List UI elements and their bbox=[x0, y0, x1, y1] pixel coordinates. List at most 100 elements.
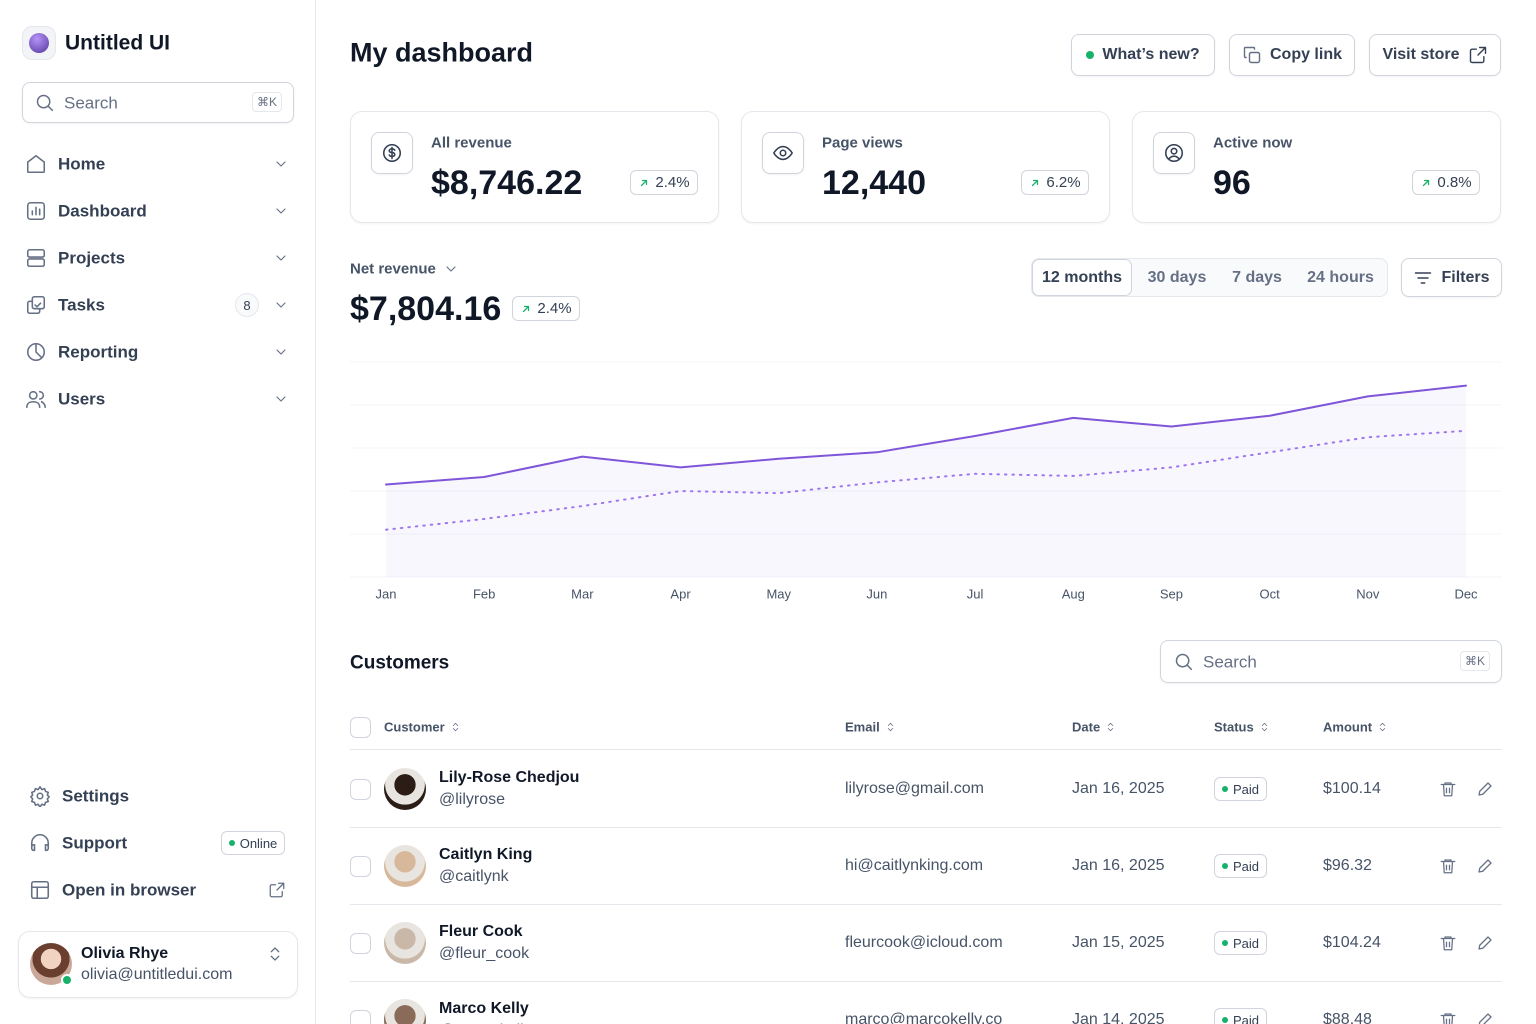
x-tick-label: Nov bbox=[1356, 586, 1380, 601]
customer-name: Marco Kelly bbox=[439, 1000, 529, 1017]
up-arrow bbox=[1032, 179, 1039, 186]
nav-label: Projects bbox=[58, 248, 126, 268]
column-header[interactable]: Amount bbox=[1323, 721, 1388, 734]
delete-icon[interactable] bbox=[1439, 1011, 1457, 1024]
x-tick-label: Apr bbox=[670, 586, 691, 601]
column-header[interactable]: Customer bbox=[384, 721, 461, 734]
row-checkbox[interactable] bbox=[350, 779, 371, 800]
edit-icon[interactable] bbox=[1476, 1011, 1494, 1024]
up-arrow bbox=[641, 179, 648, 186]
stat-label: Active now bbox=[1213, 134, 1293, 152]
header-button[interactable]: What’s new? bbox=[1071, 34, 1215, 76]
nav-icon bbox=[30, 786, 50, 807]
select-all[interactable] bbox=[350, 717, 371, 738]
range-tab[interactable]: 30 days bbox=[1147, 268, 1207, 286]
stat-card bbox=[1132, 111, 1501, 223]
status-text: Paid bbox=[1232, 781, 1260, 797]
row-checkbox[interactable] bbox=[350, 856, 371, 877]
user-card bbox=[18, 931, 298, 998]
range-tab[interactable]: 12 months bbox=[1032, 259, 1132, 296]
edit-icon[interactable] bbox=[1476, 780, 1494, 798]
delete-icon[interactable] bbox=[1439, 934, 1457, 952]
series-line bbox=[385, 429, 1467, 531]
brand: Untitled UI bbox=[65, 31, 170, 55]
status-dot bbox=[1221, 940, 1228, 946]
search-placeholder: Search bbox=[64, 93, 118, 113]
change-text: 6.2% bbox=[1046, 174, 1081, 191]
nav-icon bbox=[26, 295, 46, 315]
edit-icon[interactable] bbox=[1476, 934, 1494, 952]
nav-icon bbox=[26, 154, 46, 174]
chevron bbox=[276, 255, 286, 261]
logo-mark bbox=[29, 33, 49, 53]
column-header[interactable]: Email bbox=[845, 721, 896, 734]
nav-label: Home bbox=[58, 154, 106, 174]
customer-handle: @marcokelly bbox=[439, 1023, 532, 1024]
chevron bbox=[276, 349, 286, 355]
sort-icon bbox=[887, 722, 893, 732]
nav-item[interactable] bbox=[18, 776, 298, 816]
chevron bbox=[276, 302, 286, 308]
search-box[interactable] bbox=[22, 82, 294, 123]
copy-icon bbox=[1243, 46, 1261, 64]
nav-label: Users bbox=[58, 389, 106, 409]
range-tab[interactable]: 7 days bbox=[1232, 268, 1282, 286]
green-dot bbox=[1086, 51, 1095, 59]
status-dot bbox=[1221, 786, 1228, 792]
stat-icon bbox=[382, 143, 402, 163]
status-dot bbox=[1221, 1017, 1228, 1023]
x-tick-label: Jun bbox=[866, 586, 887, 601]
x-tick-label: Aug bbox=[1062, 586, 1085, 601]
customer-date: Jan 16, 2025 bbox=[1072, 857, 1165, 874]
x-tick-label: Mar bbox=[571, 586, 594, 601]
sort-icon bbox=[1108, 722, 1114, 732]
status-text: Paid bbox=[1232, 935, 1260, 951]
delete-icon[interactable] bbox=[1439, 780, 1457, 798]
sidebar bbox=[0, 0, 316, 1024]
revenue-chart: Jan Feb Mar Apr May Jun Jul Aug Sep Oct Nov Dec bbox=[350, 361, 1502, 601]
nav-label: Reporting bbox=[58, 342, 139, 362]
x-tick-label: Feb bbox=[473, 586, 495, 601]
change-badge: 2.4% bbox=[512, 296, 580, 321]
customer-date: Jan 15, 2025 bbox=[1072, 934, 1165, 951]
user-name: Olivia Rhye bbox=[81, 945, 169, 962]
revenue-value: $7,804.16 bbox=[350, 290, 502, 328]
range-tab[interactable]: 24 hours bbox=[1307, 268, 1374, 286]
header-button[interactable]: Visit store bbox=[1369, 34, 1501, 76]
customer-date: Jan 14, 2025 bbox=[1072, 1011, 1165, 1024]
search-icon bbox=[1175, 653, 1193, 671]
nav-icon bbox=[26, 342, 46, 362]
customer-email: hi@caitlynking.com bbox=[845, 857, 984, 874]
nav-label: Settings bbox=[62, 786, 130, 806]
column-header[interactable]: Date bbox=[1072, 721, 1116, 734]
edit-icon[interactable] bbox=[1476, 857, 1494, 875]
sort-icon bbox=[452, 722, 458, 732]
status-text: Paid bbox=[1232, 1012, 1260, 1024]
stat-icon-box bbox=[762, 132, 804, 174]
customer-email: lilyrose@gmail.com bbox=[845, 780, 984, 797]
row-divider bbox=[350, 827, 1502, 828]
nav-icon bbox=[30, 834, 50, 852]
status-badge: Paid bbox=[1214, 931, 1267, 955]
column-header[interactable]: Status bbox=[1214, 721, 1270, 734]
stat-value: $8,746.22 bbox=[431, 164, 583, 202]
delete-icon[interactable] bbox=[1439, 857, 1457, 875]
row-divider bbox=[350, 904, 1502, 905]
header-button[interactable]: Copy link bbox=[1229, 34, 1355, 76]
status-text: Paid bbox=[1232, 858, 1260, 874]
sort-icon bbox=[1379, 722, 1386, 732]
change-badge: 2.4% bbox=[630, 170, 698, 195]
filters-label: Filters bbox=[1441, 268, 1490, 286]
customer-name: Lily-Rose Chedjou bbox=[439, 769, 580, 786]
avatar bbox=[384, 768, 426, 810]
row-checkbox[interactable] bbox=[350, 1010, 371, 1024]
customer-name: Caitlyn King bbox=[439, 846, 533, 863]
filters-button[interactable]: Filters bbox=[1401, 258, 1502, 297]
stat-label: All revenue bbox=[431, 134, 512, 152]
customer-handle: @fleur_cook bbox=[439, 945, 530, 962]
customer-amount: $104.24 bbox=[1323, 934, 1381, 951]
stat-card bbox=[350, 111, 719, 223]
customer-search[interactable] bbox=[1160, 640, 1502, 683]
row-checkbox[interactable] bbox=[350, 933, 371, 954]
nav-icon bbox=[30, 880, 50, 900]
